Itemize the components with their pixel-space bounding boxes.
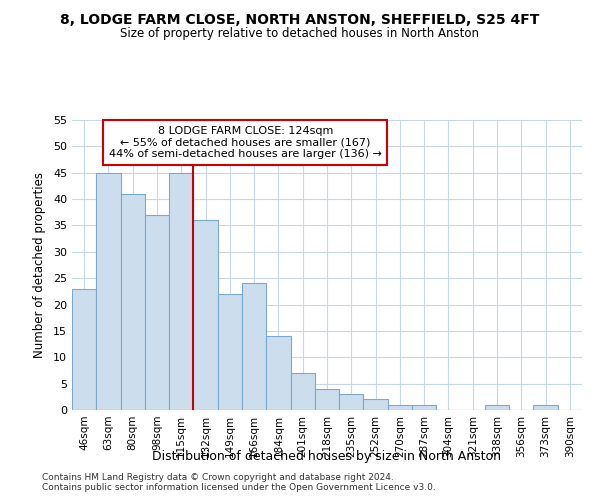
Bar — [364, 400, 388, 410]
Bar — [533, 404, 558, 410]
Text: 8 LODGE FARM CLOSE: 124sqm
← 55% of detached houses are smaller (167)
44% of sem: 8 LODGE FARM CLOSE: 124sqm ← 55% of deta… — [109, 126, 382, 159]
Bar — [485, 404, 509, 410]
Bar — [339, 394, 364, 410]
Bar — [145, 215, 169, 410]
Bar — [218, 294, 242, 410]
Text: Size of property relative to detached houses in North Anston: Size of property relative to detached ho… — [121, 28, 479, 40]
Bar — [72, 288, 96, 410]
Bar — [412, 404, 436, 410]
Bar — [266, 336, 290, 410]
Text: Distribution of detached houses by size in North Anston: Distribution of detached houses by size … — [152, 450, 502, 463]
Text: 8, LODGE FARM CLOSE, NORTH ANSTON, SHEFFIELD, S25 4FT: 8, LODGE FARM CLOSE, NORTH ANSTON, SHEFF… — [61, 12, 539, 26]
Bar — [242, 284, 266, 410]
Bar — [193, 220, 218, 410]
Bar — [121, 194, 145, 410]
Bar — [96, 172, 121, 410]
Y-axis label: Number of detached properties: Number of detached properties — [33, 172, 46, 358]
Bar — [169, 172, 193, 410]
Bar — [315, 389, 339, 410]
Bar — [290, 373, 315, 410]
Text: Contains public sector information licensed under the Open Government Licence v3: Contains public sector information licen… — [42, 484, 436, 492]
Bar — [388, 404, 412, 410]
Text: Contains HM Land Registry data © Crown copyright and database right 2024.: Contains HM Land Registry data © Crown c… — [42, 472, 394, 482]
